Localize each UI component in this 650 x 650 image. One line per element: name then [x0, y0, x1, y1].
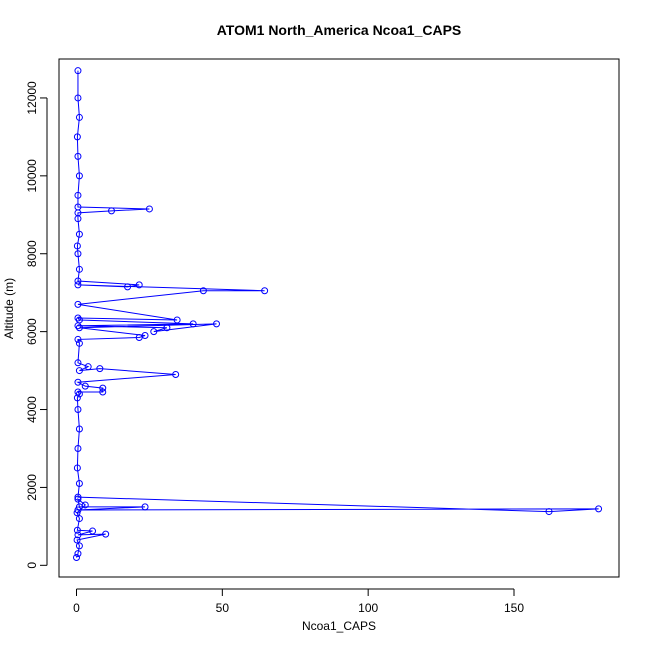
- data-point: [73, 554, 80, 562]
- series-line: [76, 70, 599, 558]
- x-tick-label: 150: [504, 601, 524, 615]
- data-point: [75, 542, 83, 550]
- data-point: [595, 505, 603, 513]
- y-tick-label: 12000: [25, 81, 39, 115]
- y-tick-label: 8000: [25, 240, 39, 267]
- data-point: [74, 444, 82, 452]
- data-point: [75, 480, 83, 488]
- data-point: [124, 283, 132, 291]
- data-point: [75, 515, 83, 523]
- data-point: [73, 536, 81, 544]
- data-point: [75, 230, 83, 238]
- data-point: [74, 314, 82, 322]
- data-point: [74, 94, 82, 102]
- data-point: [99, 388, 107, 396]
- data-point: [84, 363, 92, 371]
- data-point: [141, 503, 149, 511]
- x-tick-label: 50: [216, 601, 230, 615]
- data-point: [75, 339, 83, 347]
- data-point: [74, 495, 82, 503]
- data-point: [108, 207, 115, 215]
- data-point: [74, 388, 82, 396]
- x-tick-label: 100: [358, 601, 378, 615]
- data-point: [75, 316, 83, 324]
- data-point: [102, 530, 110, 538]
- data-point: [89, 527, 97, 535]
- data-point: [145, 205, 153, 213]
- plot-frame: [58, 58, 620, 578]
- data-point: [261, 287, 269, 295]
- data-point: [73, 464, 81, 472]
- data-point: [74, 506, 82, 514]
- x-tick-label: 0: [73, 601, 80, 615]
- data-point: [545, 508, 553, 516]
- data-point: [81, 382, 89, 390]
- data-point: [75, 265, 83, 273]
- data-point: [173, 316, 181, 324]
- data-point: [99, 384, 107, 392]
- data-point: [150, 328, 158, 336]
- data-point: [75, 425, 83, 433]
- y-axis: 0 2000 4000 6000 8000 10000 12000: [25, 81, 48, 569]
- data-point: [189, 320, 197, 328]
- data-point: [75, 172, 83, 180]
- chart-title: ATOM1 North_America Ncoa1_CAPS: [217, 22, 462, 38]
- data-point: [213, 320, 220, 328]
- data-series: [73, 67, 603, 562]
- data-point: [141, 332, 149, 340]
- data-point: [74, 203, 82, 211]
- data-point: [74, 550, 82, 558]
- data-point: [74, 300, 82, 308]
- data-point: [74, 406, 82, 414]
- data-point: [163, 324, 171, 332]
- data-point: [75, 324, 83, 332]
- data-point: [75, 113, 83, 121]
- data-point: [74, 359, 82, 367]
- data-point: [75, 390, 83, 398]
- y-tick-label: 10000: [25, 159, 39, 193]
- y-tick-label: 6000: [25, 318, 39, 345]
- data-point: [73, 242, 81, 250]
- data-point: [96, 365, 104, 373]
- data-point: [74, 531, 82, 539]
- x-axis: 0 50 100 150: [73, 588, 524, 615]
- data-point: [73, 526, 81, 534]
- data-point: [74, 493, 82, 501]
- data-point: [135, 281, 143, 289]
- data-point: [74, 335, 82, 343]
- y-tick-label: 0: [25, 562, 39, 569]
- y-axis-label: Altitude (m): [2, 278, 16, 339]
- y-tick-label: 4000: [25, 396, 39, 423]
- data-point: [73, 133, 81, 141]
- data-point: [74, 67, 82, 75]
- data-point: [74, 152, 82, 160]
- data-point: [74, 250, 82, 258]
- data-point: [74, 281, 82, 289]
- data-point: [74, 277, 82, 285]
- data-point: [199, 287, 207, 295]
- data-point: [172, 370, 180, 378]
- data-point: [74, 378, 82, 386]
- x-axis-label: Ncoa1_CAPS: [302, 619, 376, 633]
- data-point: [74, 191, 82, 199]
- y-tick-label: 2000: [25, 474, 39, 501]
- data-point: [75, 367, 83, 375]
